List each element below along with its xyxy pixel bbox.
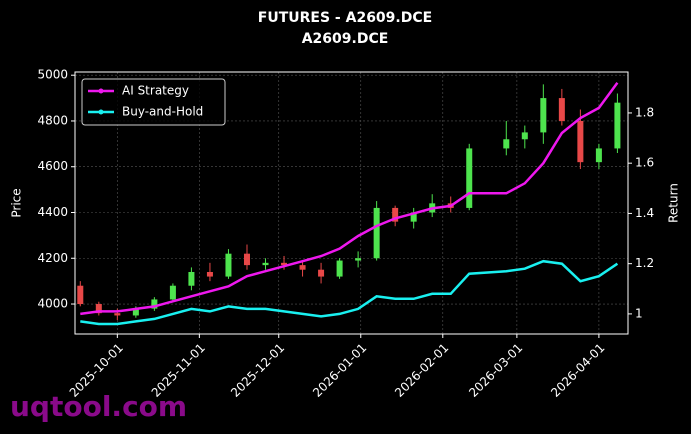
candle-body: [225, 253, 232, 277]
candle-body: [577, 120, 584, 163]
y-tick-label: 4200: [37, 251, 68, 265]
legend-marker: [98, 88, 104, 94]
candle-body: [595, 148, 602, 163]
candle-body: [77, 285, 84, 305]
candle-body: [95, 304, 102, 314]
y-tick-label: 4800: [37, 113, 68, 127]
y-axis-label: Price: [10, 188, 24, 217]
y-tick-label: 4000: [37, 297, 68, 311]
candle-body: [151, 299, 158, 309]
chart-subtitle: A2609.DCE: [302, 31, 389, 47]
y2-tick-label: 1.4: [635, 206, 654, 220]
candle-body: [466, 148, 473, 208]
candle-body: [188, 271, 195, 286]
candle-body: [114, 313, 121, 316]
candle-body: [614, 102, 621, 149]
candle-body: [132, 308, 139, 316]
watermark: uqtool.com: [10, 390, 187, 423]
return-line: [80, 82, 619, 316]
candle-body: [373, 207, 380, 259]
y2-tick-label: 1: [635, 306, 643, 320]
y2-tick-label: 1.2: [635, 256, 654, 270]
candle-body: [355, 258, 362, 261]
candle-body: [206, 271, 213, 277]
candle-body: [540, 98, 547, 133]
y-tick-label: 4600: [37, 159, 68, 173]
candle-body: [318, 269, 325, 277]
legend-label: AI Strategy: [122, 84, 189, 98]
legend-label: Buy-and-Hold: [122, 105, 203, 119]
candle-body: [503, 139, 510, 149]
return-line: [80, 259, 619, 326]
chart-title: FUTURES - A2609.DCE: [258, 10, 432, 26]
y2-axis-label: Return: [667, 183, 681, 223]
candle-body: [521, 132, 528, 140]
candle-body: [410, 212, 417, 222]
plot-frame: [74, 71, 629, 335]
candle-body: [392, 207, 399, 222]
y2-tick-label: 1.6: [635, 156, 654, 170]
candle-body: [281, 262, 288, 266]
candle-body: [336, 260, 343, 277]
legend-box: [81, 78, 226, 126]
candle-body: [299, 265, 306, 270]
y-tick-label: 4400: [37, 205, 68, 219]
candle-body: [262, 262, 269, 266]
candle-body: [558, 98, 565, 121]
candle-body: [169, 285, 176, 300]
candle-body: [243, 253, 250, 266]
y-tick-label: 5000: [37, 68, 68, 82]
y2-tick-label: 1.8: [635, 105, 654, 119]
legend-marker: [98, 109, 104, 115]
